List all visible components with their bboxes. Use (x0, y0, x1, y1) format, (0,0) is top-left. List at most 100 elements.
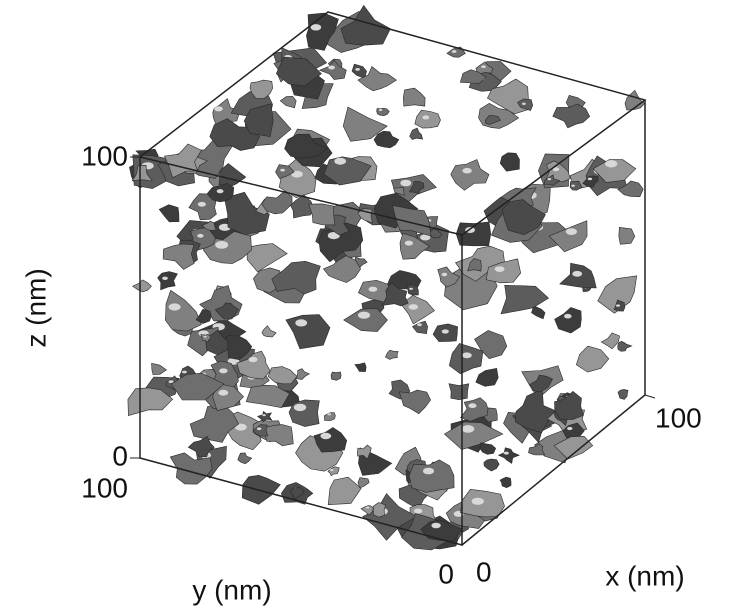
z-axis-label: z (nm) (20, 268, 51, 347)
highlight (469, 403, 477, 408)
pore-blob (532, 306, 546, 319)
highlight (328, 66, 335, 70)
pore-blob (484, 459, 499, 471)
pore-blob (500, 153, 519, 171)
pore-blob (268, 367, 297, 384)
highlight (217, 189, 224, 193)
highlight (442, 329, 449, 333)
pore-blob (576, 346, 609, 372)
highlight (522, 103, 526, 105)
highlight (334, 158, 346, 165)
pore-blob (242, 475, 280, 504)
highlight (564, 314, 572, 319)
highlight (219, 368, 227, 373)
pore-blob (480, 443, 496, 454)
highlight (409, 304, 418, 310)
pore-blob (247, 244, 287, 272)
highlight (571, 185, 575, 187)
pore-blob (262, 326, 276, 337)
pore-blob (385, 350, 398, 359)
x-min-label: 0 (476, 556, 492, 587)
pore-blob (601, 333, 619, 349)
pore-blob (358, 478, 369, 488)
x-tick (645, 395, 655, 398)
pore-blob (352, 64, 367, 78)
pore-blob (377, 108, 390, 116)
pore-blob (272, 261, 321, 294)
pore-blob (133, 280, 152, 292)
highlight (452, 50, 457, 53)
pore-blob (449, 384, 469, 400)
pore-blob (449, 344, 483, 374)
highlight (204, 336, 207, 338)
figure: 100 0 z (nm) 100 0 y (nm) 0 100 x (nm) (0, 0, 730, 614)
pore-blob (331, 372, 341, 380)
pore-blob (265, 425, 293, 446)
y-axis-label: y (nm) (192, 574, 271, 605)
x-max-label: 100 (655, 402, 702, 433)
highlight (481, 65, 485, 68)
highlight (169, 303, 181, 310)
pore-blob (309, 204, 335, 225)
highlight (572, 271, 582, 277)
pore-blob (374, 131, 399, 148)
pore-blob (238, 453, 252, 464)
pore-blob (500, 477, 511, 488)
pore-blob (163, 244, 194, 270)
pore-blob (373, 503, 385, 518)
pore-blob (409, 460, 454, 493)
pore-blob (165, 290, 201, 331)
y-min-label: 0 (438, 558, 454, 589)
x-axis-label: x (nm) (605, 560, 684, 591)
highlight (431, 523, 440, 529)
pore-blob (158, 272, 178, 290)
highlight (162, 277, 168, 280)
highlight (197, 234, 203, 238)
highlight (462, 168, 471, 174)
pore-blob (262, 191, 293, 214)
highlight (366, 507, 369, 509)
highlight (355, 68, 360, 71)
highlight (169, 380, 174, 383)
highlight (423, 468, 434, 475)
pore-blob (499, 448, 520, 464)
highlight (405, 241, 413, 246)
highlight (327, 413, 331, 415)
pore-blob (476, 368, 498, 386)
highlight (218, 390, 228, 396)
highlight (422, 115, 429, 119)
highlight (369, 287, 378, 292)
highlight (215, 241, 228, 249)
highlight (462, 425, 475, 433)
pore-blob (152, 363, 167, 374)
highlight (442, 273, 448, 276)
pore-blob (355, 363, 366, 372)
highlight (358, 312, 370, 319)
pore-blob (555, 308, 582, 334)
pore-blob (451, 160, 489, 191)
pore-blob (341, 5, 391, 45)
pore-blob (159, 205, 179, 222)
highlight (214, 106, 223, 111)
highlight (379, 109, 382, 111)
highlight (472, 498, 484, 505)
pore-blob (403, 88, 425, 106)
y-max-label: 100 (81, 472, 128, 503)
highlight (616, 304, 620, 306)
pore-blob (619, 227, 635, 244)
pore-blob (328, 477, 361, 505)
pore-blob (618, 389, 628, 399)
highlight (588, 178, 592, 181)
highlight (262, 414, 265, 416)
highlight (257, 427, 261, 430)
highlight (294, 404, 306, 411)
pore-blob (286, 315, 330, 349)
highlight (249, 357, 258, 362)
highlight (567, 427, 572, 430)
pore-blob (280, 96, 296, 108)
pore-blob (410, 128, 423, 140)
pore-blob (415, 110, 441, 128)
porous-structure (128, 5, 645, 550)
pore-blob (618, 341, 632, 351)
highlight (414, 509, 422, 514)
